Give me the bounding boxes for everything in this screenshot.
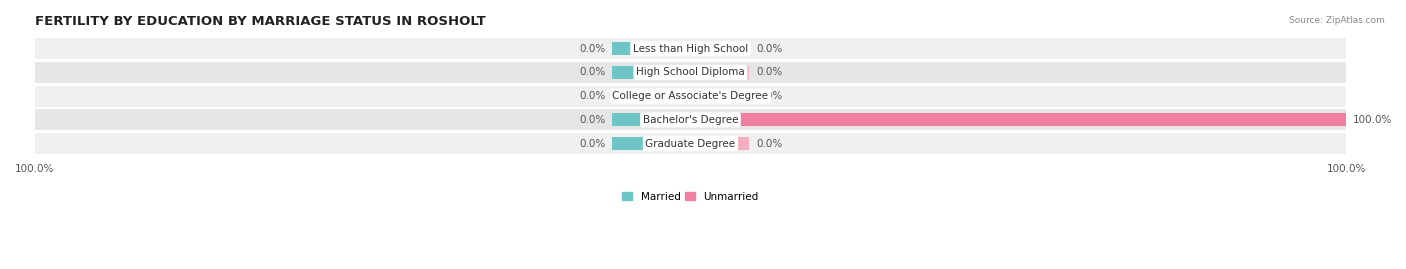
Text: 0.0%: 0.0% (579, 139, 605, 148)
Bar (690, 42, 749, 55)
Text: Source: ZipAtlas.com: Source: ZipAtlas.com (1289, 16, 1385, 25)
Bar (690, 137, 749, 150)
Bar (35, 86, 1346, 107)
Bar (690, 113, 1346, 126)
Bar (612, 66, 690, 79)
Bar (690, 90, 749, 103)
Legend: Married, Unmarried: Married, Unmarried (621, 192, 759, 201)
Bar (35, 109, 1346, 130)
Text: FERTILITY BY EDUCATION BY MARRIAGE STATUS IN ROSHOLT: FERTILITY BY EDUCATION BY MARRIAGE STATU… (35, 15, 485, 28)
Text: 0.0%: 0.0% (756, 44, 782, 54)
Text: 0.0%: 0.0% (579, 68, 605, 77)
Bar (690, 66, 749, 79)
Text: Graduate Degree: Graduate Degree (645, 139, 735, 148)
Text: 0.0%: 0.0% (579, 91, 605, 101)
Text: College or Associate's Degree: College or Associate's Degree (613, 91, 769, 101)
Text: 0.0%: 0.0% (756, 91, 782, 101)
Text: High School Diploma: High School Diploma (636, 68, 745, 77)
Text: 0.0%: 0.0% (579, 44, 605, 54)
Text: 100.0%: 100.0% (1353, 115, 1392, 125)
Text: 0.0%: 0.0% (579, 115, 605, 125)
Bar (35, 38, 1346, 59)
Bar (612, 90, 690, 103)
Text: 0.0%: 0.0% (756, 68, 782, 77)
Text: 0.0%: 0.0% (756, 139, 782, 148)
Bar (612, 113, 690, 126)
Bar (35, 133, 1346, 154)
Bar (612, 42, 690, 55)
Bar (35, 62, 1346, 83)
Text: Bachelor's Degree: Bachelor's Degree (643, 115, 738, 125)
Bar (612, 137, 690, 150)
Text: Less than High School: Less than High School (633, 44, 748, 54)
